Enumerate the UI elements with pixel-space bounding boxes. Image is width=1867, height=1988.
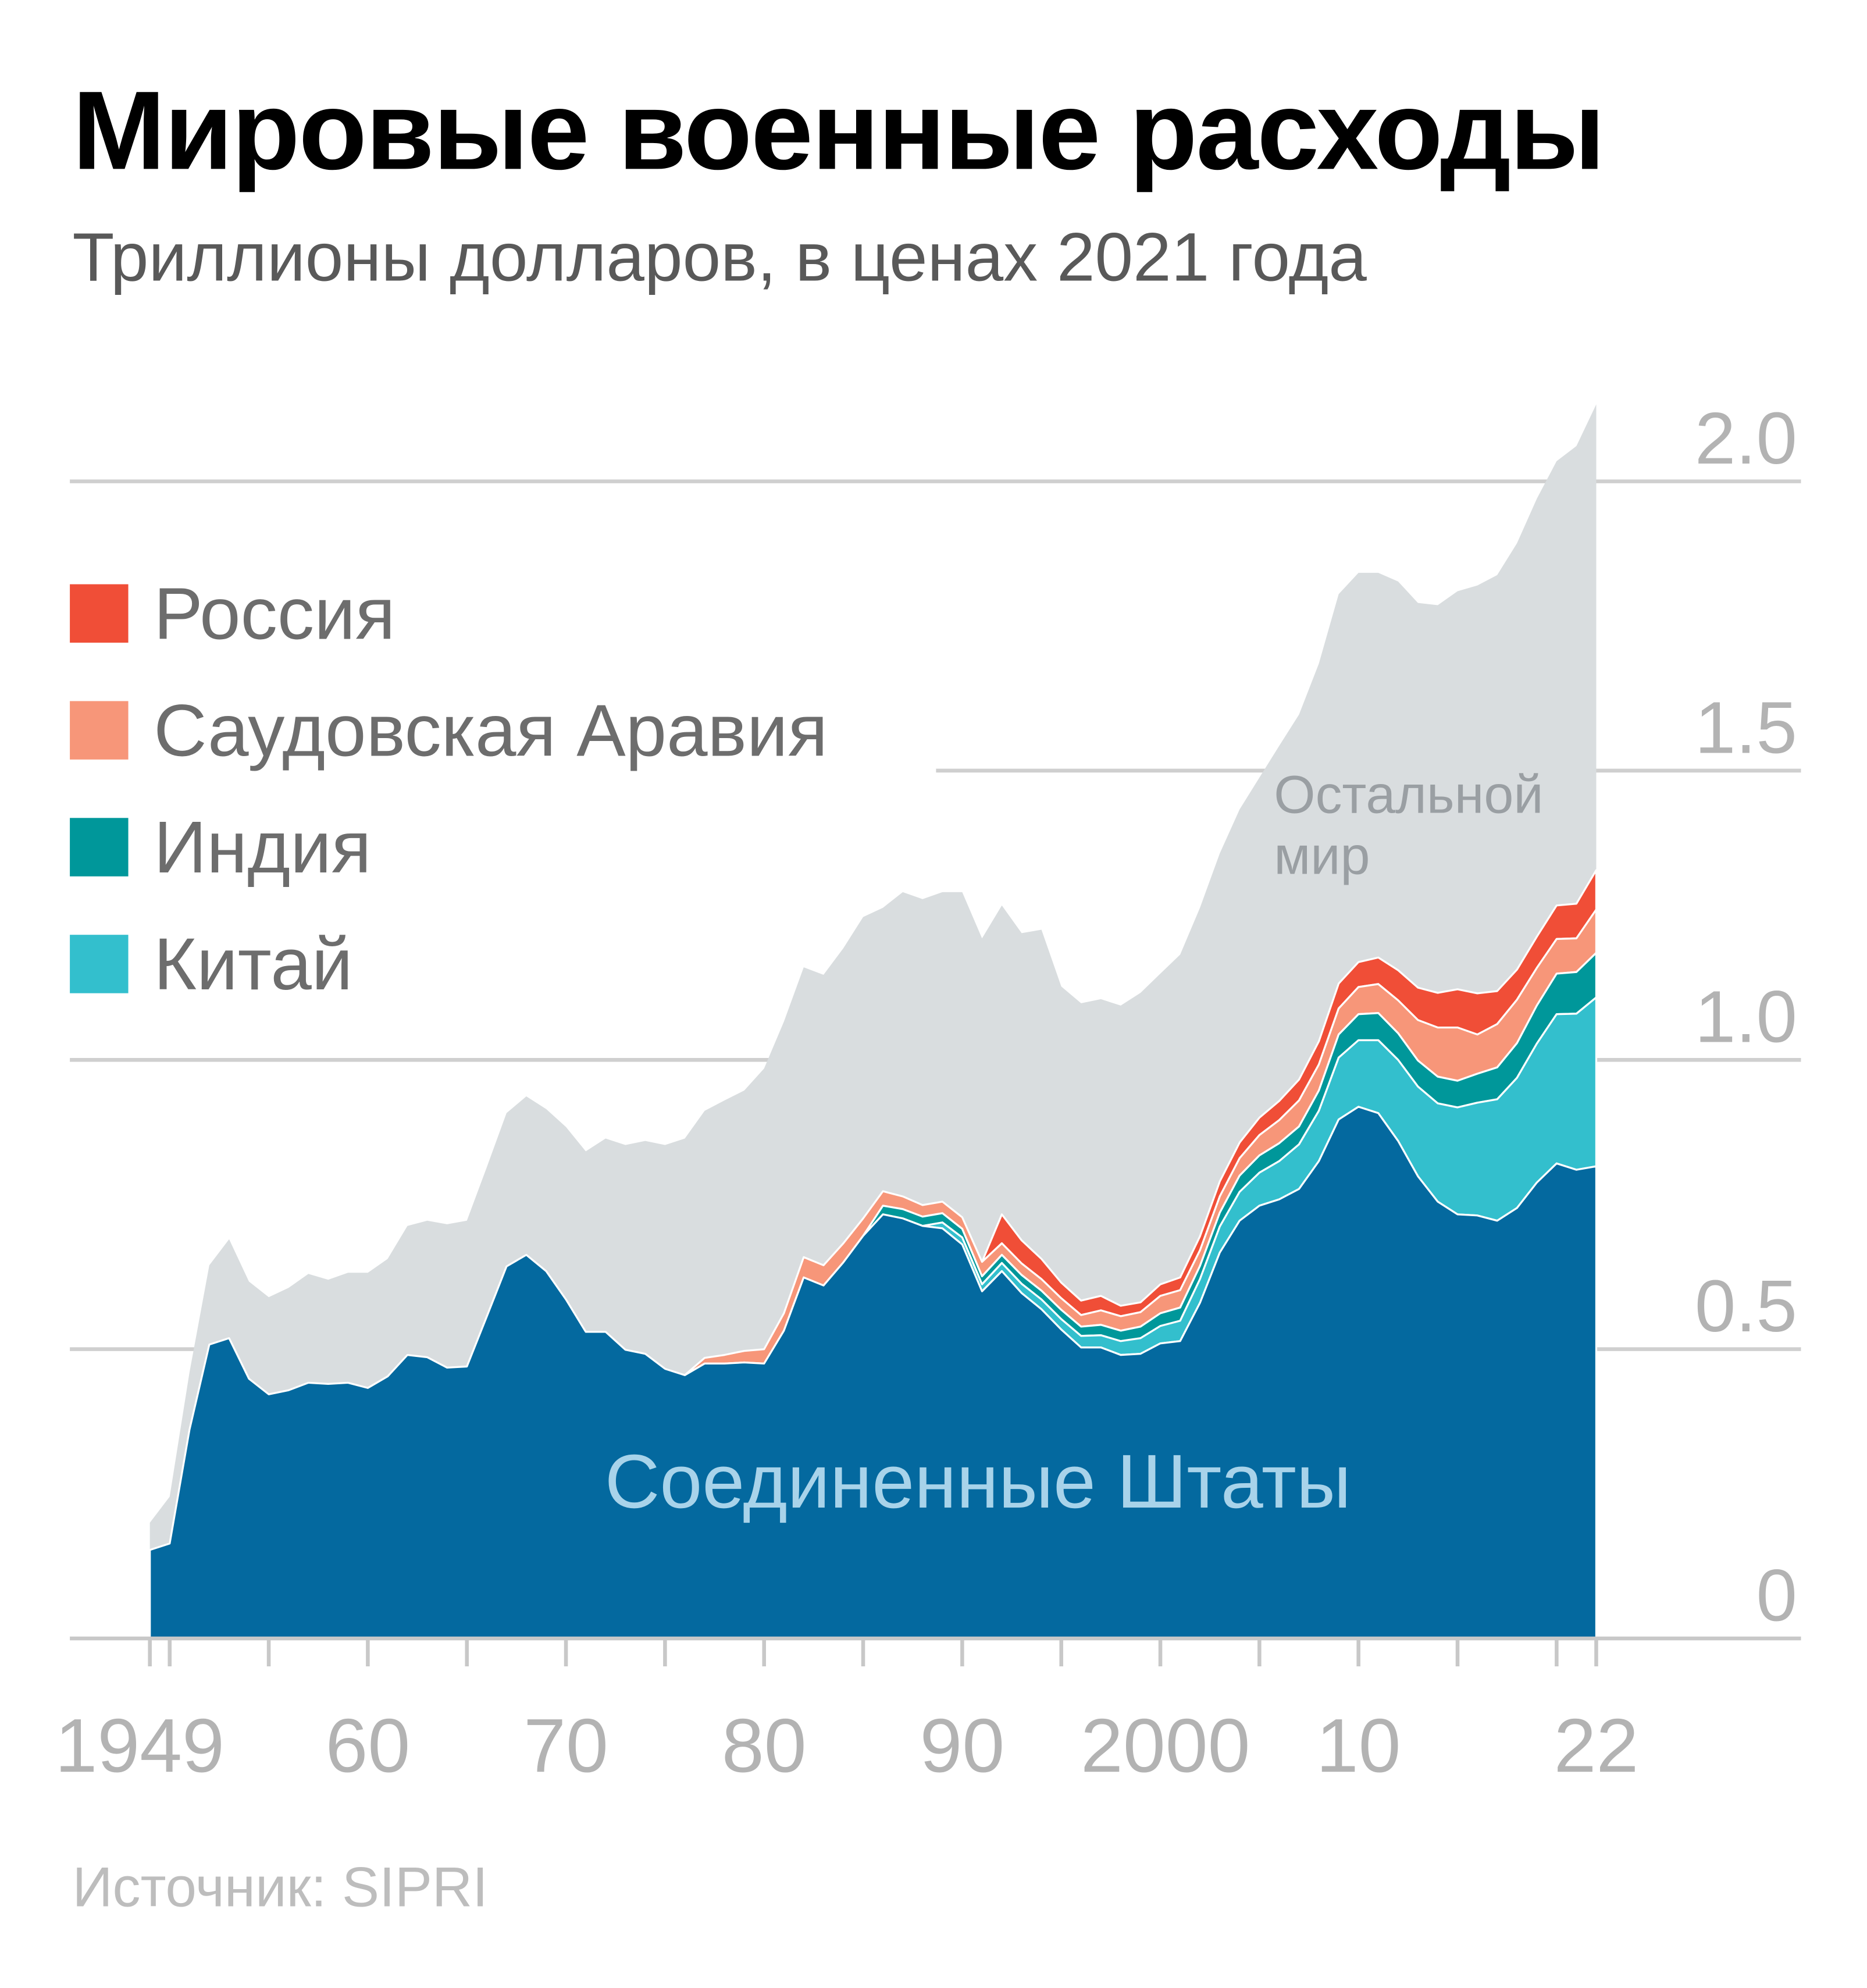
x-tick-label: 80 <box>722 1702 807 1788</box>
legend: Россия Саудовская Аравия Индия Китай <box>70 555 828 1022</box>
us-area-label: Соединенные Штаты <box>605 1438 1351 1524</box>
x-tick-label: 60 <box>326 1702 411 1788</box>
legend-swatch <box>70 584 129 643</box>
area-остальной-мир <box>149 404 1597 1550</box>
legend-item-china: Китай <box>70 906 828 1022</box>
source-note: Источник: SIPRI <box>72 1857 489 1919</box>
legend-label: Китай <box>154 922 353 1006</box>
legend-swatch <box>70 818 129 877</box>
x-tick-label: 1949 <box>55 1702 224 1788</box>
x-tick-label: 90 <box>920 1702 1005 1788</box>
legend-item-saudi-arabia: Саудовская Аравия <box>70 672 828 789</box>
chart-subtitle: Триллионы долларов, в ценах 2021 года <box>72 219 1367 296</box>
x-tick-label: 70 <box>523 1702 608 1788</box>
legend-label: Россия <box>154 572 396 655</box>
x-tick-label: 10 <box>1316 1702 1401 1788</box>
legend-label: Индия <box>154 806 372 889</box>
legend-swatch <box>70 935 129 993</box>
legend-item-india: Индия <box>70 789 828 906</box>
chart-title: Мировые военные расходы <box>72 67 1605 193</box>
legend-swatch <box>70 701 129 760</box>
x-tick-label: 2000 <box>1081 1702 1250 1788</box>
rest-area-label-line1: Остальной <box>1274 765 1543 825</box>
legend-label: Саудовская Аравия <box>154 689 828 772</box>
y-tick-label: 0.5 <box>1695 1264 1797 1347</box>
legend-item-russia: Россия <box>70 555 828 672</box>
y-tick-label: 1.0 <box>1695 975 1797 1058</box>
x-tick-label: 22 <box>1554 1702 1639 1788</box>
y-tick-label: 2.0 <box>1695 397 1797 479</box>
rest-area-label-line2: мир <box>1274 826 1370 885</box>
y-tick-label: 1.5 <box>1695 686 1797 768</box>
y-tick-label: 0 <box>1756 1554 1797 1636</box>
